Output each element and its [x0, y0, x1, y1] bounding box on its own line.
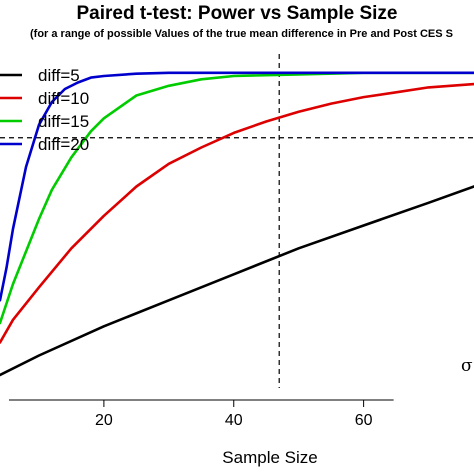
- x-axis: 20 40 60: [8, 399, 394, 429]
- legend: diff=5 diff=10 diff=15 diff=20: [0, 66, 89, 154]
- series-line-diff-10: [0, 82, 474, 344]
- x-tick-label: 60: [355, 412, 373, 429]
- series-line-diff-5: [0, 185, 474, 377]
- x-axis-label: Sample Size: [222, 448, 317, 467]
- chart-subtitle: (for a range of possible Values of the t…: [30, 28, 453, 40]
- series-line-diff-15: [0, 71, 474, 325]
- sigma-annotation: σ: [461, 356, 473, 376]
- legend-label: diff=10: [38, 89, 89, 108]
- plot-area: [0, 54, 474, 388]
- x-tick-label: 40: [225, 412, 243, 429]
- chart-title: Paired t-test: Power vs Sample Size: [76, 3, 397, 24]
- legend-label: diff=20: [38, 135, 89, 154]
- legend-label: diff=5: [38, 66, 80, 85]
- series-line-diff-20: [0, 71, 474, 302]
- legend-label: diff=15: [38, 112, 89, 131]
- x-tick-label: 20: [95, 412, 113, 429]
